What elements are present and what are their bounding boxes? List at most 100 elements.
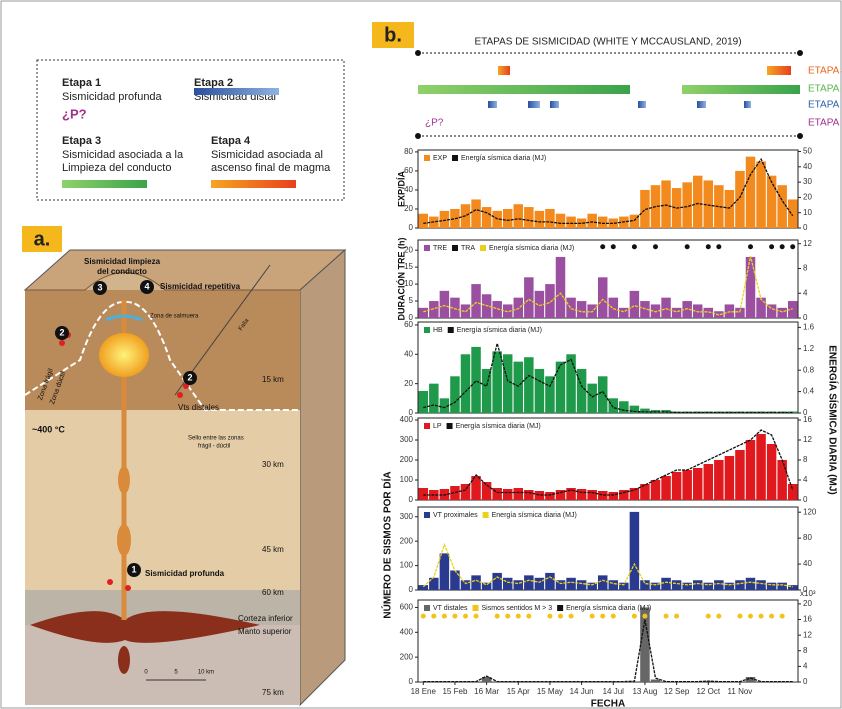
diagram-label: Sello entre las zonas bbox=[188, 436, 244, 442]
bar bbox=[629, 511, 640, 590]
bar bbox=[640, 301, 650, 318]
bar bbox=[692, 175, 703, 228]
y-axis-label: DURACIÓN TRE (h) bbox=[395, 238, 406, 321]
y2-tick-label: 80 bbox=[803, 533, 812, 542]
bar bbox=[703, 464, 714, 500]
marker-number: 2 bbox=[59, 327, 64, 337]
marker-number: 2 bbox=[187, 372, 192, 382]
y-tick-label: 20 bbox=[404, 245, 413, 254]
x-tick-label: 13 Aug bbox=[632, 687, 657, 696]
block-diagram bbox=[23, 248, 347, 707]
point bbox=[441, 613, 447, 619]
bar bbox=[745, 440, 756, 500]
energy-line bbox=[423, 157, 794, 225]
bar bbox=[756, 580, 766, 590]
energy-line bbox=[423, 429, 794, 496]
x-tick-label: 12 Sep bbox=[664, 687, 690, 696]
bar bbox=[429, 383, 439, 413]
plot-frame bbox=[417, 149, 799, 229]
x-tick-label: 14 Jun bbox=[570, 687, 594, 696]
x-tick-label: 12 Oct bbox=[696, 687, 720, 696]
stage-desc: Limpieza del conducto bbox=[62, 162, 171, 174]
bar bbox=[545, 572, 555, 590]
bar bbox=[787, 484, 798, 500]
bar bbox=[766, 304, 777, 318]
bar bbox=[661, 577, 671, 590]
bar bbox=[608, 218, 619, 228]
bar bbox=[661, 681, 671, 682]
depth-label: 75 km bbox=[262, 688, 284, 697]
bar bbox=[714, 681, 724, 682]
legend-label: Energía sísmica diaria (MJ) bbox=[456, 423, 541, 430]
stage-title: Etapa 1 bbox=[62, 77, 101, 89]
diagram-label: del conducto bbox=[97, 267, 147, 276]
bar bbox=[502, 489, 513, 500]
legend-label: VT proximales bbox=[433, 512, 478, 519]
point bbox=[642, 613, 648, 619]
bar bbox=[481, 207, 492, 228]
bar bbox=[555, 361, 566, 413]
bar bbox=[418, 390, 429, 413]
legend-label: LP bbox=[433, 423, 442, 430]
legend-swatch bbox=[447, 327, 454, 333]
y2-tick-label: 8 bbox=[803, 264, 808, 273]
energy-line bbox=[423, 255, 793, 316]
plot-frame bbox=[417, 506, 799, 591]
bar bbox=[471, 575, 481, 590]
y2-tick-label: 40 bbox=[803, 559, 812, 568]
energy-line bbox=[423, 340, 793, 414]
bar bbox=[460, 580, 471, 590]
legend-label: VT distales bbox=[433, 605, 468, 612]
x-tick-label: 11 Nov bbox=[728, 687, 753, 696]
y-tick-label: 0 bbox=[409, 408, 414, 417]
bar bbox=[471, 284, 481, 318]
divider-end bbox=[415, 50, 421, 56]
bar bbox=[492, 572, 502, 590]
depth-label: 60 km bbox=[262, 588, 284, 597]
y2-tick-label: 0 bbox=[803, 408, 808, 417]
y-tick-label: 100 bbox=[400, 561, 414, 570]
bar bbox=[481, 482, 492, 500]
bar bbox=[587, 681, 597, 682]
y-tick-label: 200 bbox=[400, 536, 414, 545]
x-axis-label: FECHA bbox=[591, 699, 625, 709]
diagram-label: Zona de salmuera bbox=[150, 314, 199, 320]
bar bbox=[745, 577, 756, 590]
y2-tick-label: 0.4 bbox=[803, 387, 815, 396]
point bbox=[684, 244, 690, 250]
legend-label: Energía sísmica diaria (MJ) bbox=[492, 512, 577, 519]
scale-label: 10 km bbox=[198, 670, 214, 676]
bar bbox=[608, 580, 619, 590]
bar bbox=[450, 681, 460, 682]
point bbox=[526, 613, 532, 619]
bar bbox=[766, 444, 777, 500]
bar bbox=[471, 199, 481, 228]
point bbox=[631, 244, 637, 250]
y-tick-label: 300 bbox=[400, 435, 414, 444]
bar bbox=[481, 582, 492, 590]
bar bbox=[735, 307, 745, 318]
bar bbox=[587, 490, 597, 500]
bar bbox=[524, 490, 534, 500]
point bbox=[420, 613, 426, 619]
point bbox=[737, 613, 743, 619]
p-symbol: ¿P? bbox=[62, 106, 87, 121]
bar bbox=[682, 182, 692, 228]
bar bbox=[513, 204, 524, 228]
bar bbox=[745, 677, 756, 682]
point bbox=[663, 613, 669, 619]
bar bbox=[481, 677, 492, 682]
point bbox=[674, 613, 680, 619]
plot-frame bbox=[417, 599, 799, 683]
y-tick-label: 20 bbox=[404, 204, 413, 213]
bar bbox=[714, 460, 724, 500]
x-tick-label: 15 May bbox=[537, 687, 563, 696]
bar bbox=[555, 490, 566, 500]
bar bbox=[576, 489, 587, 500]
bar bbox=[534, 491, 545, 500]
divider-end bbox=[797, 133, 803, 139]
legend-label: Energía sísmica diaria (MJ) bbox=[461, 155, 546, 162]
bar bbox=[682, 470, 692, 500]
marker-number: 1 bbox=[131, 564, 136, 574]
y2-unit: x10³ bbox=[800, 589, 816, 598]
